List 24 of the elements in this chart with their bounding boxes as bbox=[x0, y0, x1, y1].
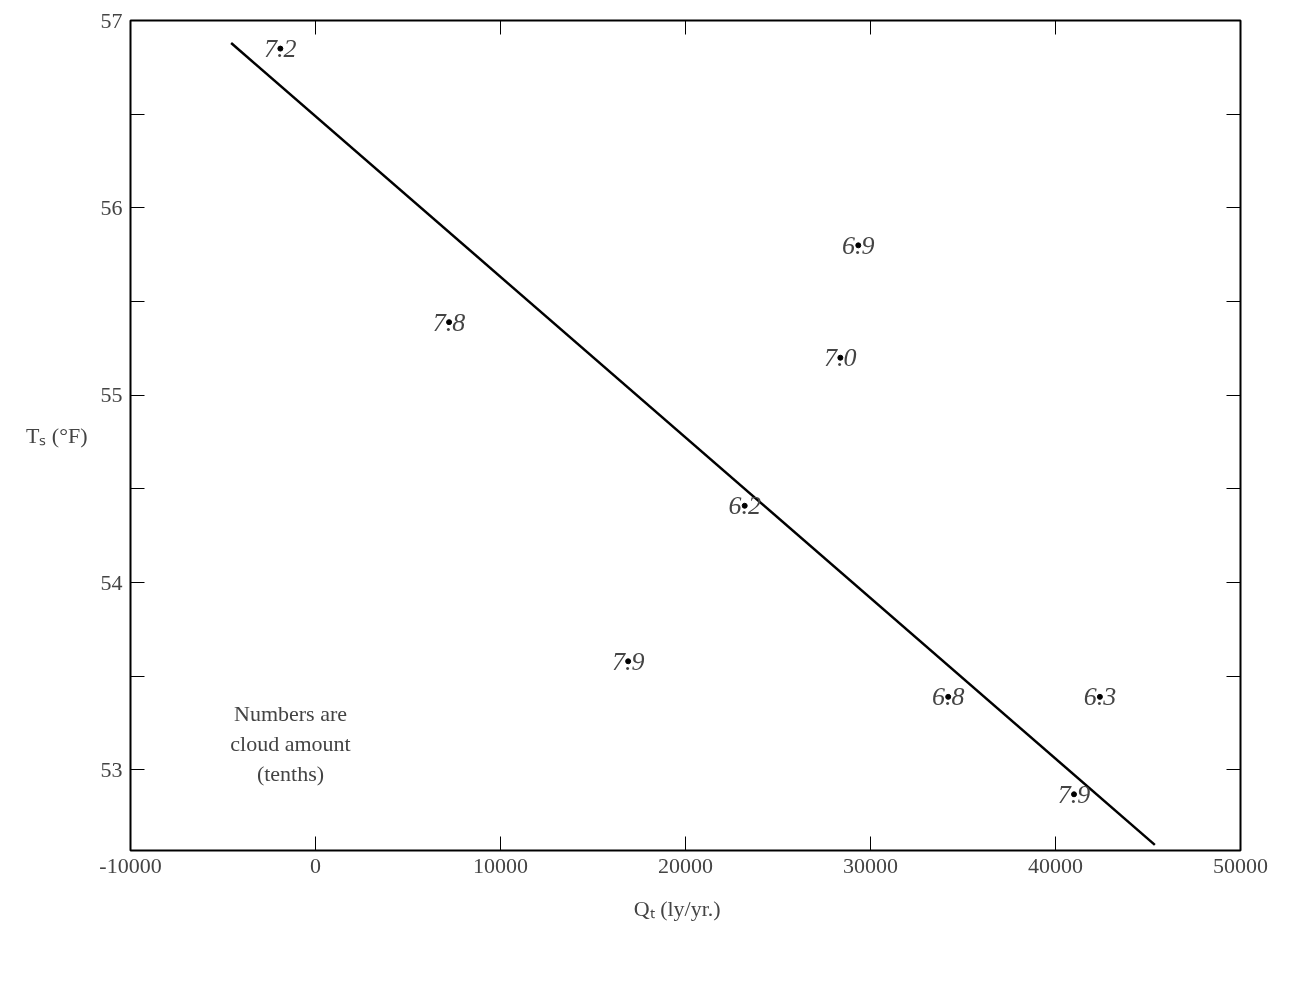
x-tick-label: 30000 bbox=[843, 852, 898, 878]
annotation: 7.2 bbox=[264, 34, 297, 64]
y-axis-title: Tₛ (°F) bbox=[25, 423, 88, 448]
x-tick-label: 40000 bbox=[1028, 852, 1083, 878]
annotation: 6.3 bbox=[1083, 682, 1117, 712]
annotation: 7.8 bbox=[432, 307, 466, 337]
y-tick-label: 53 bbox=[100, 756, 123, 782]
x-tick-label: 20000 bbox=[658, 852, 713, 878]
y-tick-label: 57 bbox=[100, 7, 123, 33]
annotation: 7.0 bbox=[824, 343, 857, 373]
x-tick-label: 10000 bbox=[473, 852, 528, 878]
annotation: Numbers are cloud amount (tenths) bbox=[230, 700, 351, 786]
annotation: 7.9 bbox=[1057, 779, 1091, 809]
annotation: 6.9 bbox=[842, 230, 875, 260]
annotation: 6.8 bbox=[931, 682, 965, 712]
x-axis-title: Qₜ (ly/yr.) bbox=[633, 895, 721, 921]
annotation: 6.2 bbox=[728, 491, 761, 521]
y-tick-label: 55 bbox=[100, 382, 123, 408]
y-tick-label: 54 bbox=[100, 569, 123, 595]
x-tick-label: 0 bbox=[310, 852, 321, 878]
y-tick-label: 56 bbox=[100, 194, 123, 220]
x-tick-label: 50000 bbox=[1213, 852, 1268, 878]
annotation: 7.9 bbox=[611, 646, 645, 676]
x-tick-label: -10000 bbox=[99, 852, 162, 878]
